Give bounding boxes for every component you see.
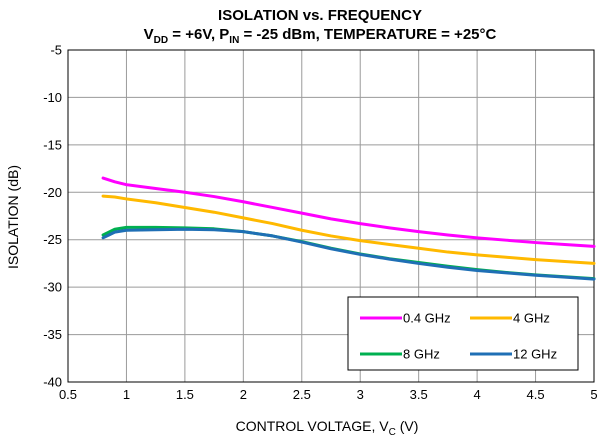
x-tick-label: 4 <box>473 387 480 402</box>
x-axis-label-sub: C <box>389 427 396 436</box>
legend-label-0: 0.4 GHz <box>403 311 451 326</box>
subtitle-rest: = -25 dBm, TEMPERATURE = +25°C <box>239 26 496 43</box>
y-tick-label: -15 <box>43 137 62 152</box>
subtitle-vdd-sub: DD <box>154 35 168 46</box>
y-tick-labels: -5 -10 -15 -20 -25 -30 -35 -40 <box>43 43 62 390</box>
y-tick-label: -20 <box>43 185 62 200</box>
legend-box <box>347 296 579 371</box>
chart-subtitle: VDD = +6V, PIN = -25 dBm, TEMPERATURE = … <box>144 26 497 46</box>
x-tick-label: 1 <box>123 387 130 402</box>
x-tick-label: 3 <box>357 387 364 402</box>
legend: 0.4 GHz 4 GHz 8 GHz 12 GHz <box>347 296 579 371</box>
y-tick-label: -25 <box>43 232 62 247</box>
x-tick-label: 4.5 <box>527 387 545 402</box>
subtitle-pin: = +6V, P <box>168 26 229 43</box>
x-axis-label: CONTROL VOLTAGE, VC (V) <box>236 418 419 436</box>
series-line-3 <box>101 227 596 281</box>
series-lines <box>101 176 596 281</box>
x-tick-label: 2 <box>240 387 247 402</box>
x-tick-labels: 0.5 1 1.5 2 2.5 3 3.5 4 4.5 5 <box>59 387 598 402</box>
y-axis-label: ISOLATION (dB) <box>5 165 21 269</box>
subtitle-vdd: V <box>144 26 154 43</box>
x-tick-label: 5 <box>590 387 597 402</box>
y-tick-label: -30 <box>43 280 62 295</box>
chart-title: ISOLATION vs. FREQUENCY <box>218 7 422 24</box>
x-tick-label: 1.5 <box>176 387 194 402</box>
x-tick-label: 3.5 <box>410 387 428 402</box>
y-tick-label: -40 <box>43 375 62 390</box>
series-line-1 <box>101 194 596 265</box>
x-axis-label-main: CONTROL VOLTAGE, V <box>236 418 390 434</box>
x-tick-label: 2.5 <box>293 387 311 402</box>
y-tick-label: -10 <box>43 90 62 105</box>
legend-label-2: 8 GHz <box>403 347 440 362</box>
y-tick-label: -35 <box>43 327 62 342</box>
legend-label-3: 12 GHz <box>513 347 557 362</box>
legend-label-1: 4 GHz <box>513 311 550 326</box>
x-tick-label: 0.5 <box>59 387 77 402</box>
series-line-0 <box>101 176 596 248</box>
y-tick-label: -5 <box>50 43 62 58</box>
plot-frame <box>67 49 595 383</box>
subtitle-pin-sub: IN <box>229 35 239 46</box>
x-axis-label-unit: (V) <box>396 418 419 434</box>
